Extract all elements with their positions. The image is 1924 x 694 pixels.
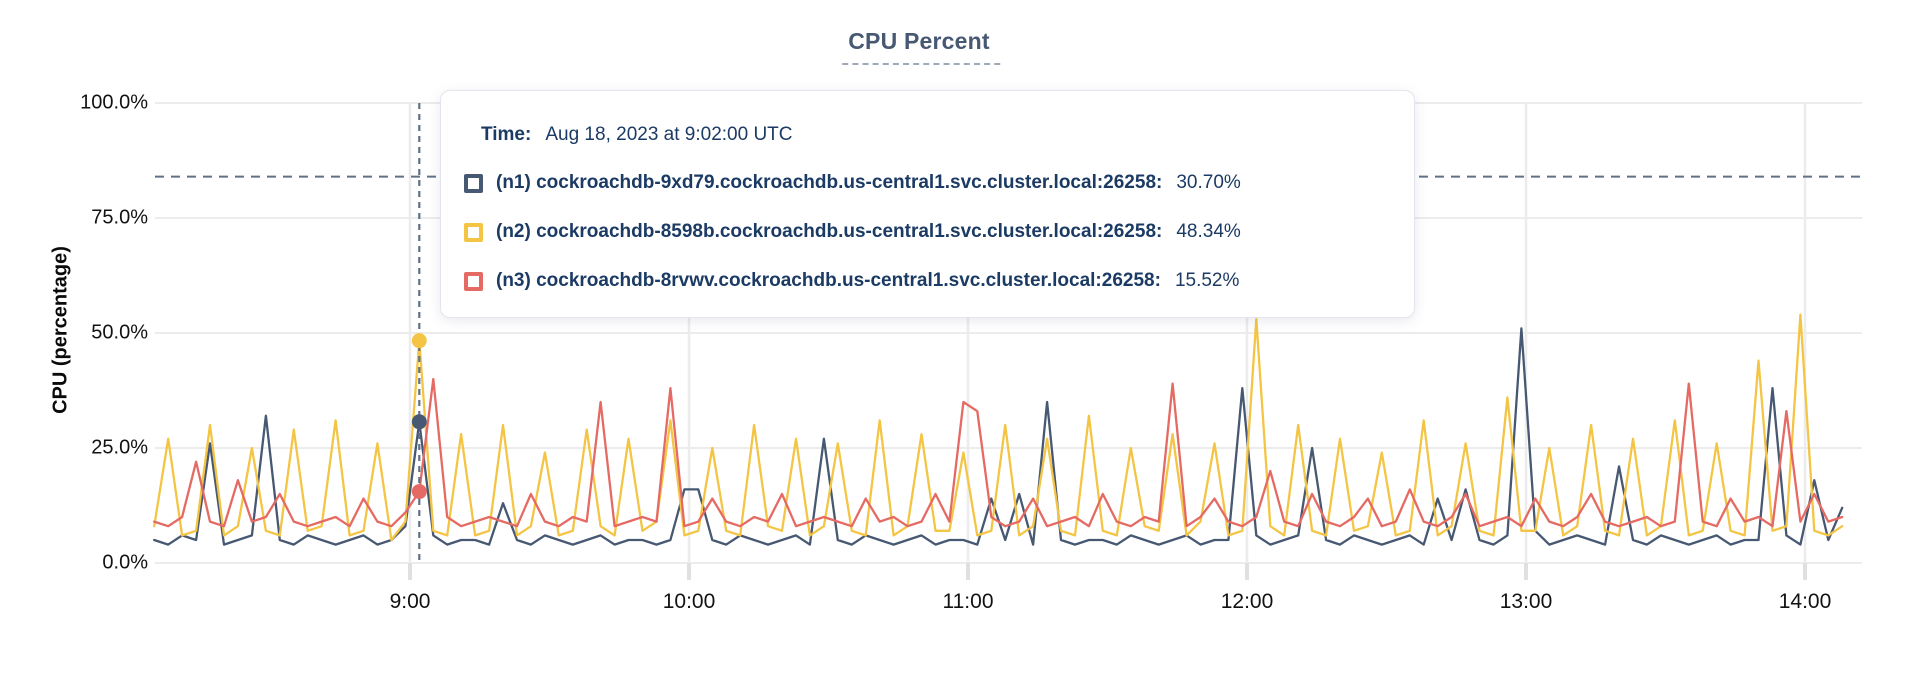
chart-title[interactable]: CPU Percent: [842, 28, 1000, 65]
y-tick-label: 0.0%: [102, 551, 148, 574]
tooltip-series-value: 15.52%: [1174, 270, 1240, 291]
series-line-n1: [153, 327, 1844, 546]
hover-dot-n2: [411, 333, 427, 349]
hover-tooltip: Time: Aug 18, 2023 at 9:02:00 UTC (n1) co…: [440, 90, 1415, 318]
tooltip-series-value: 30.70%: [1176, 172, 1241, 193]
tooltip-series-name: (n1) cockroachdb-9xd79.cockroachdb.us-ce…: [496, 172, 1163, 193]
y-tick-label: 100.0%: [80, 91, 148, 114]
x-tick-label: 9:00: [389, 590, 431, 613]
tooltip-time-label: Time:: [481, 124, 532, 145]
hover-dot-n1: [411, 414, 427, 430]
y-tick-label: 25.0%: [91, 436, 148, 459]
tooltip-series-row: (n1) cockroachdb-9xd79.cockroachdb.us-ce…: [464, 172, 1384, 194]
tooltip-time-value: Aug 18, 2023 at 9:02:00 UTC: [545, 124, 793, 145]
tooltip-series-name: (n3) cockroachdb-8rvwv.cockroachdb.us-ce…: [496, 270, 1161, 291]
tooltip-series-row: (n2) cockroachdb-8598b.cockroachdb.us-ce…: [464, 221, 1384, 243]
x-tick-label: 14:00: [1778, 590, 1832, 613]
x-tick-label: 10:00: [662, 590, 716, 613]
tooltip-series-name: (n2) cockroachdb-8598b.cockroachdb.us-ce…: [496, 221, 1163, 242]
series-swatch-n3-icon: [464, 271, 483, 291]
series-line-n2: [153, 313, 1844, 542]
x-tick-label: 12:00: [1220, 590, 1274, 613]
x-tick-label: 11:00: [942, 590, 994, 613]
y-tick-label: 50.0%: [91, 321, 148, 344]
chart-title-text[interactable]: CPU Percent: [842, 28, 1000, 65]
series-swatch-n2-icon: [464, 222, 483, 242]
tooltip-time-row: Time: Aug 18, 2023 at 9:02:00 UTC: [481, 124, 1384, 146]
series-swatch-n1-icon: [464, 173, 483, 193]
hover-dot-n3: [411, 484, 427, 500]
tooltip-series-value: 48.34%: [1176, 221, 1241, 242]
series-line-n3: [153, 377, 1844, 528]
x-tick-label: 13:00: [1499, 590, 1553, 613]
tooltip-series-row: (n3) cockroachdb-8rvwv.cockroachdb.us-ce…: [464, 270, 1384, 292]
y-tick-label: 75.0%: [91, 206, 148, 229]
